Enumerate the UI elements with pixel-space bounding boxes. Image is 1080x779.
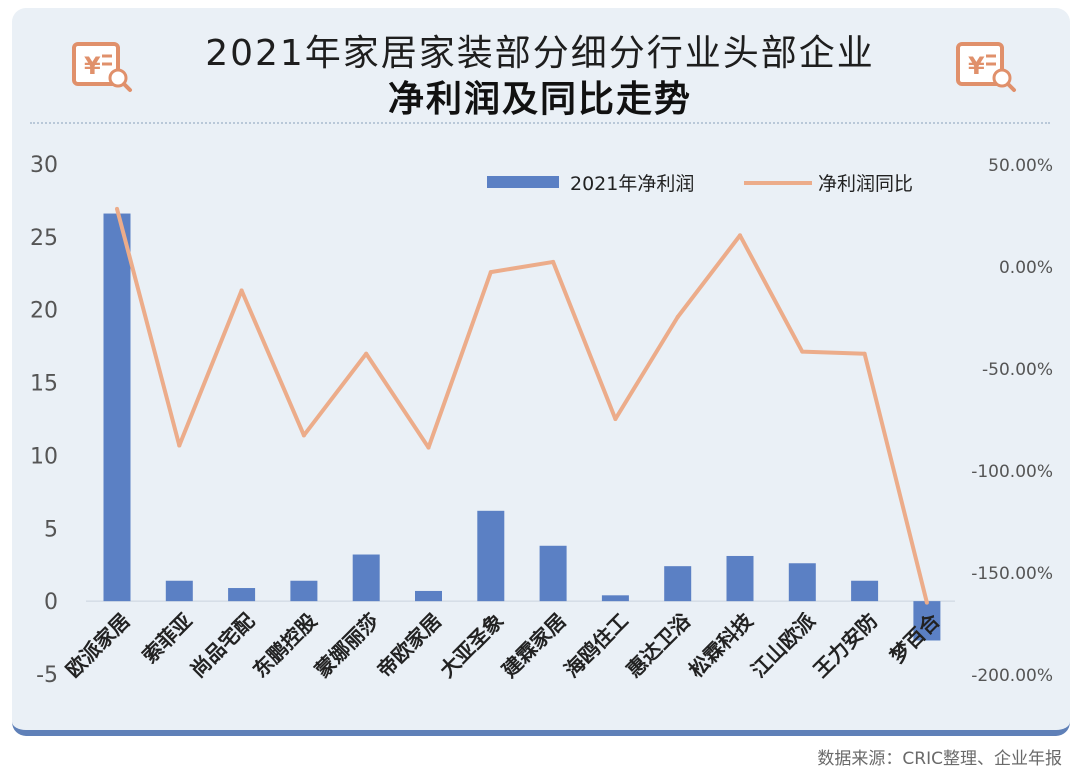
y-left-tick-label: 0 xyxy=(44,590,58,615)
x-category-label: 惠达卫浴 xyxy=(622,608,696,682)
x-category-label: 松霖科技 xyxy=(684,608,758,682)
y-left-tick-label: 20 xyxy=(30,299,58,324)
bar-mark xyxy=(415,590,442,602)
y-right-tick-label: -100.00% xyxy=(971,462,1053,482)
y-left-tick-label: 30 xyxy=(30,153,58,178)
receipt-yen-search-icon: ¥ xyxy=(956,42,1016,92)
y-right-tick-label: 0.00% xyxy=(999,258,1053,278)
line-point xyxy=(364,351,369,356)
line-point xyxy=(115,206,119,211)
bar-mark xyxy=(664,566,692,602)
title-divider xyxy=(30,122,1050,124)
x-category-label: 东鹏控股 xyxy=(248,609,322,683)
bar-mark xyxy=(103,213,131,602)
chart-title-line1: 2021年家居家装部分细分行业头部企业 xyxy=(205,33,875,74)
chart-title-line2: 净利润及同比走势 xyxy=(387,79,692,120)
bar-mark xyxy=(228,588,256,602)
x-category-label: 王力安防 xyxy=(809,609,883,683)
line-point xyxy=(177,443,182,448)
line-point xyxy=(800,349,805,354)
y-left-tick-label: 15 xyxy=(30,372,58,397)
line-point xyxy=(613,417,618,421)
bar-mark xyxy=(726,555,754,602)
legend-bar-label: 2021年净利润 xyxy=(570,173,694,195)
line-point xyxy=(675,315,680,319)
x-category-label: 索菲亚 xyxy=(137,609,196,668)
x-category-label: 建霖家居 xyxy=(497,609,571,683)
line-point xyxy=(551,259,556,264)
bar-mark xyxy=(913,601,941,641)
y-left-tick-label: 10 xyxy=(30,444,58,469)
bar-mark xyxy=(352,554,380,602)
bar-mark xyxy=(290,580,318,602)
line-point xyxy=(924,600,929,605)
line-series-path xyxy=(115,208,929,604)
line-point xyxy=(301,433,306,438)
legend-line-label: 净利润同比 xyxy=(818,173,913,195)
x-category-label: 江山欧派 xyxy=(746,608,820,682)
chart-frame xyxy=(12,8,1070,736)
y-right-tick-label: -150.00% xyxy=(971,564,1053,584)
y-left-tick-label: 5 xyxy=(44,517,58,542)
svg-text:¥: ¥ xyxy=(968,52,985,80)
x-category-label: 欧派家居 xyxy=(61,609,135,683)
y-left-tick-label: -5 xyxy=(36,663,58,688)
y-right-tick-label: -50.00% xyxy=(982,360,1053,380)
bar-mark xyxy=(539,545,567,602)
receipt-yen-search-icon: ¥ xyxy=(72,42,132,92)
line-point xyxy=(738,233,742,238)
bar-mark xyxy=(165,580,193,602)
svg-text:¥: ¥ xyxy=(84,52,101,80)
bar-mark xyxy=(788,563,816,602)
x-category-label: 帝欧家居 xyxy=(372,609,446,683)
x-category-label: 尚品宅配 xyxy=(186,609,260,683)
y-right-tick-label: -200.00% xyxy=(971,666,1053,686)
legend-bar-swatch xyxy=(487,176,559,188)
bar-mark xyxy=(851,580,879,602)
line-point xyxy=(426,445,431,450)
line-point xyxy=(239,288,244,293)
x-category-label: 大亚圣象 xyxy=(435,609,509,683)
x-category-label: 蒙娜丽莎 xyxy=(310,609,384,683)
y-right-tick-label: 50.00% xyxy=(988,156,1053,176)
data-source-note: 数据来源：CRIC整理、企业年报 xyxy=(817,749,1062,769)
line-point xyxy=(862,351,867,356)
bar-mark xyxy=(601,595,629,602)
line-point xyxy=(488,270,493,275)
chart-plot: 30 25 20 15 10 5 0 -5 50.00% 0.00% -50.00% -100.00%… xyxy=(30,153,1053,688)
bar-mark xyxy=(477,510,505,602)
y-left-tick-label: 25 xyxy=(30,226,58,251)
x-category-label: 海鸥住工 xyxy=(559,609,633,683)
